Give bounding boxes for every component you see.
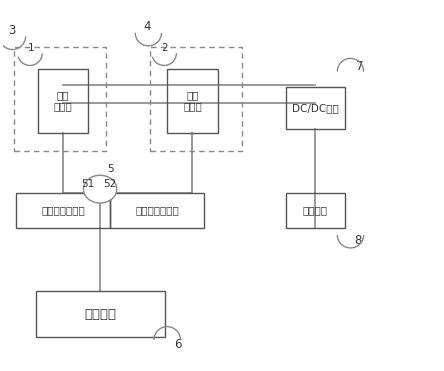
Text: 2: 2 <box>162 43 168 53</box>
Bar <box>38 69 88 132</box>
Text: 3: 3 <box>8 24 15 37</box>
Bar <box>36 292 165 337</box>
Bar <box>16 193 110 227</box>
Bar <box>14 47 106 151</box>
Text: 第二
电池组: 第二 电池组 <box>183 90 202 111</box>
Bar <box>150 47 242 151</box>
Text: 1: 1 <box>28 43 35 53</box>
Text: 8: 8 <box>354 234 361 247</box>
Text: 用电装置: 用电装置 <box>303 205 328 215</box>
Text: 4: 4 <box>144 20 151 33</box>
Text: 52: 52 <box>103 179 117 189</box>
Bar <box>285 193 345 227</box>
Bar <box>110 193 205 227</box>
Text: 控制系统: 控制系统 <box>84 308 116 321</box>
Text: 第一电源控制器: 第一电源控制器 <box>41 205 85 215</box>
Text: 第二电源控制器: 第二电源控制器 <box>135 205 179 215</box>
Bar <box>167 69 218 132</box>
Text: 51: 51 <box>82 179 95 189</box>
Text: 5: 5 <box>107 164 114 174</box>
Text: 7: 7 <box>357 60 364 73</box>
Text: 6: 6 <box>174 338 182 351</box>
Circle shape <box>83 175 117 203</box>
Text: DC/DC模块: DC/DC模块 <box>292 103 338 113</box>
Text: 第一
电池组: 第一 电池组 <box>54 90 72 111</box>
Bar <box>285 87 345 129</box>
